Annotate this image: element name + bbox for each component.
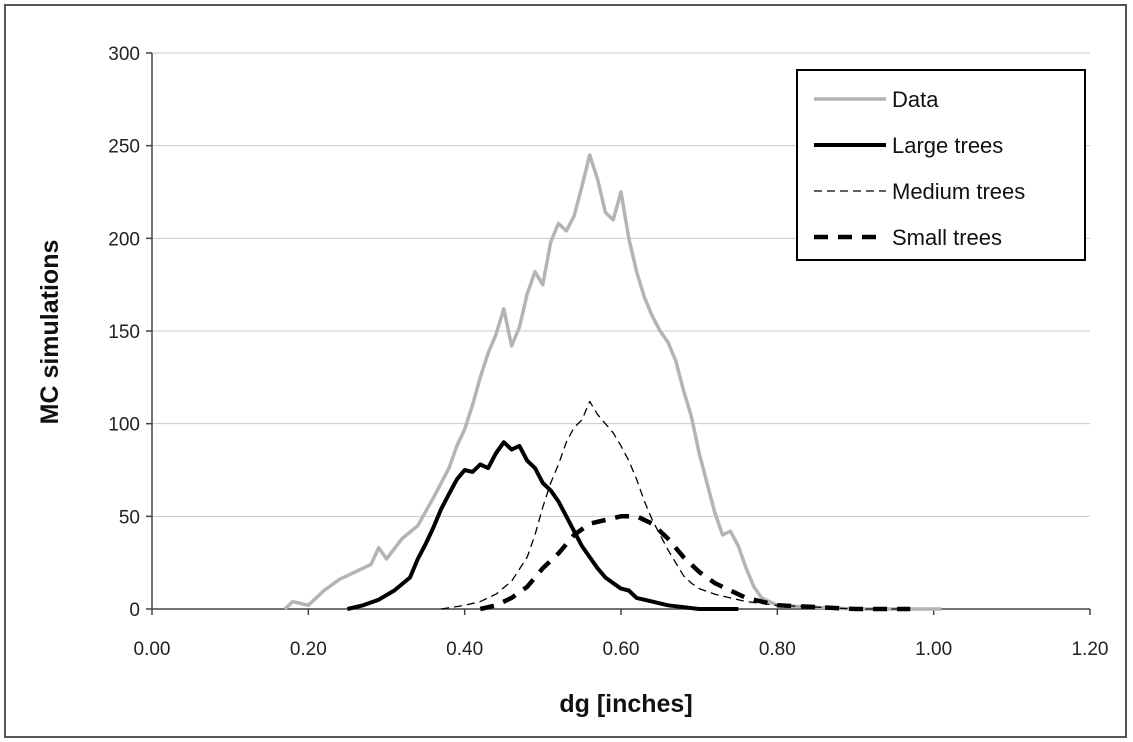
legend-box <box>796 69 1086 261</box>
grid-lines <box>152 52 1090 517</box>
series-line-medium-trees <box>441 400 911 610</box>
series-line-data <box>283 153 942 611</box>
x-tick-label: 0.00 <box>134 639 171 660</box>
y-tick-label: 200 <box>108 229 140 250</box>
legend-label: Large trees <box>892 133 1003 158</box>
y-tick-label: 100 <box>108 415 140 436</box>
legend-label: Medium trees <box>892 179 1025 204</box>
series-line-large-trees <box>346 440 739 611</box>
legend-label: Data <box>892 87 939 112</box>
y-tick-label: 300 <box>108 44 140 65</box>
legend: Data Large trees Medium trees Small trees <box>796 69 1086 261</box>
x-axis-ticks: 0.00 0.20 0.40 0.60 0.80 1.00 1.20 <box>134 609 1109 660</box>
y-tick-label: 150 <box>108 322 140 343</box>
y-tick-label: 50 <box>119 507 140 528</box>
x-tick-label: 1.00 <box>915 639 952 660</box>
x-axis-title: dg [inches] <box>559 690 692 718</box>
x-tick-label: 0.20 <box>290 639 327 660</box>
series-lines <box>283 153 942 612</box>
series-line-small-trees <box>479 514 911 612</box>
x-tick-label: 0.60 <box>603 639 640 660</box>
x-tick-label: 1.20 <box>1072 639 1109 660</box>
y-axis-ticks: 0 50 100 150 200 250 300 <box>108 44 152 621</box>
y-axis-title: MC simulations <box>36 240 64 425</box>
legend-label: Small trees <box>892 225 1002 250</box>
y-tick-label: 0 <box>129 600 140 621</box>
line-chart: 0.00 0.20 0.40 0.60 0.80 1.00 1.20 0 50 100 150 20… <box>36 44 1109 718</box>
x-tick-label: 0.40 <box>446 639 483 660</box>
chart-frame: 0.00 0.20 0.40 0.60 0.80 1.00 1.20 0 50 100 150 20… <box>4 4 1127 738</box>
y-tick-label: 250 <box>108 137 140 158</box>
x-tick-label: 0.80 <box>759 639 796 660</box>
